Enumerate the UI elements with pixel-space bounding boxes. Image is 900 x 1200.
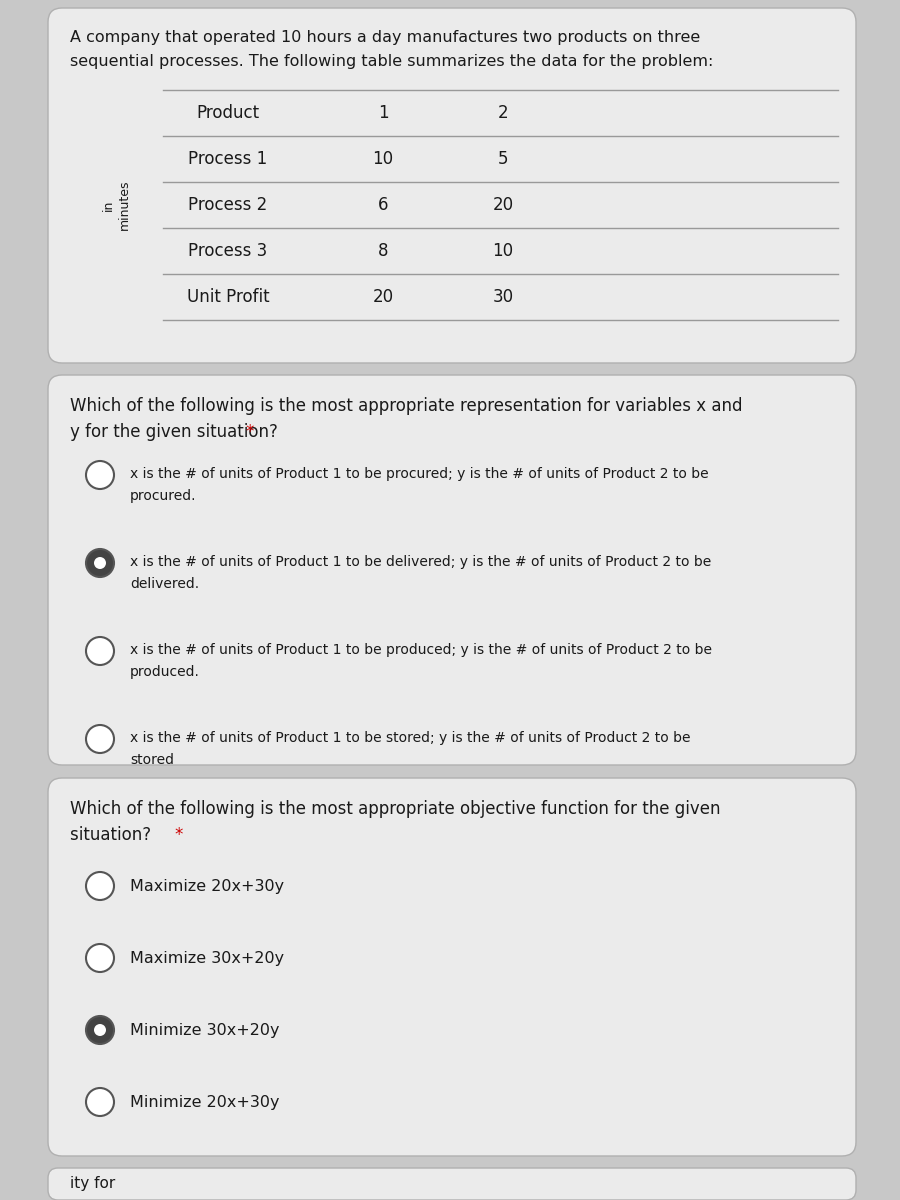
Circle shape [94, 1024, 106, 1036]
Text: *: * [174, 826, 183, 844]
Text: Which of the following is the most appropriate representation for variables x an: Which of the following is the most appro… [70, 397, 742, 415]
Circle shape [86, 944, 114, 972]
Text: 20: 20 [492, 196, 514, 214]
Text: Minimize 20x+30y: Minimize 20x+30y [130, 1094, 280, 1110]
Text: x is the # of units of Product 1 to be procured; y is the # of units of Product : x is the # of units of Product 1 to be p… [130, 467, 708, 481]
Text: Process 2: Process 2 [188, 196, 267, 214]
Text: *: * [245, 422, 254, 440]
FancyBboxPatch shape [48, 8, 856, 362]
Text: 1: 1 [378, 104, 388, 122]
Text: y for the given situation?: y for the given situation? [70, 422, 284, 440]
Text: 6: 6 [378, 196, 388, 214]
Text: stored: stored [130, 754, 174, 767]
Text: 8: 8 [378, 242, 388, 260]
Text: Maximize 30x+20y: Maximize 30x+20y [130, 950, 284, 966]
Circle shape [86, 1016, 114, 1044]
Text: Maximize 20x+30y: Maximize 20x+30y [130, 878, 284, 894]
Circle shape [86, 461, 114, 490]
Text: 5: 5 [498, 150, 508, 168]
Text: x is the # of units of Product 1 to be delivered; y is the # of units of Product: x is the # of units of Product 1 to be d… [130, 554, 711, 569]
Circle shape [94, 557, 106, 569]
Circle shape [86, 550, 114, 577]
Text: Minimize 30x+20y: Minimize 30x+20y [130, 1022, 280, 1038]
Circle shape [86, 872, 114, 900]
Text: 2: 2 [498, 104, 508, 122]
Text: Product: Product [196, 104, 259, 122]
Text: procured.: procured. [130, 490, 196, 503]
Text: 10: 10 [373, 150, 393, 168]
Text: produced.: produced. [130, 665, 200, 679]
Text: Unit Profit: Unit Profit [186, 288, 269, 306]
Text: 10: 10 [492, 242, 514, 260]
Text: Process 1: Process 1 [188, 150, 267, 168]
Text: x is the # of units of Product 1 to be produced; y is the # of units of Product : x is the # of units of Product 1 to be p… [130, 643, 712, 658]
Text: sequential processes. The following table summarizes the data for the problem:: sequential processes. The following tabl… [70, 54, 714, 68]
Text: ity for: ity for [70, 1176, 115, 1190]
Text: in
minutes: in minutes [102, 180, 130, 230]
FancyBboxPatch shape [48, 778, 856, 1156]
Text: Process 3: Process 3 [188, 242, 267, 260]
Circle shape [86, 725, 114, 754]
FancyBboxPatch shape [48, 374, 856, 766]
Text: situation?: situation? [70, 826, 157, 844]
FancyBboxPatch shape [48, 1168, 856, 1200]
Text: A company that operated 10 hours a day manufactures two products on three: A company that operated 10 hours a day m… [70, 30, 700, 44]
Text: delivered.: delivered. [130, 577, 199, 590]
Text: 20: 20 [373, 288, 393, 306]
Circle shape [86, 1088, 114, 1116]
Text: 30: 30 [492, 288, 514, 306]
Text: Which of the following is the most appropriate objective function for the given: Which of the following is the most appro… [70, 800, 721, 818]
Text: x is the # of units of Product 1 to be stored; y is the # of units of Product 2 : x is the # of units of Product 1 to be s… [130, 731, 690, 745]
Circle shape [86, 637, 114, 665]
